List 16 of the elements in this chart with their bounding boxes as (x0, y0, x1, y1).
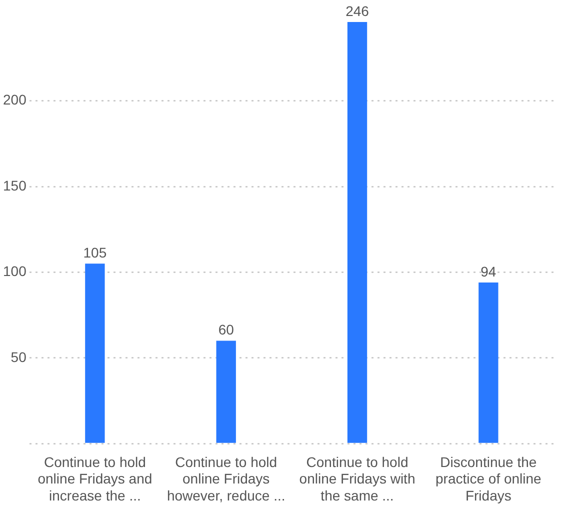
x-tick-label: Continue to hold online Fridays however, reduce ... (166, 454, 286, 504)
x-tick-label: Discontinue the practice of online Fridays (436, 454, 542, 504)
bar (478, 282, 498, 443)
bar (347, 22, 368, 443)
y-tick-label: 150 (3, 177, 27, 194)
data-label: 94 (480, 263, 496, 280)
bar (85, 264, 105, 443)
x-tick-label: Continue to hold online Fridays and increase the ... (38, 454, 152, 504)
data-label: 105 (83, 244, 107, 261)
y-tick-label: 50 (10, 348, 27, 365)
x-tick-label: Continue to hold online Fridays with the same ... (299, 454, 416, 504)
bar (216, 340, 236, 443)
y-tick-label: 100 (3, 263, 27, 280)
y-tick-label: 200 (3, 92, 27, 108)
data-label: 60 (218, 322, 234, 338)
data-label: 246 (346, 2, 370, 19)
